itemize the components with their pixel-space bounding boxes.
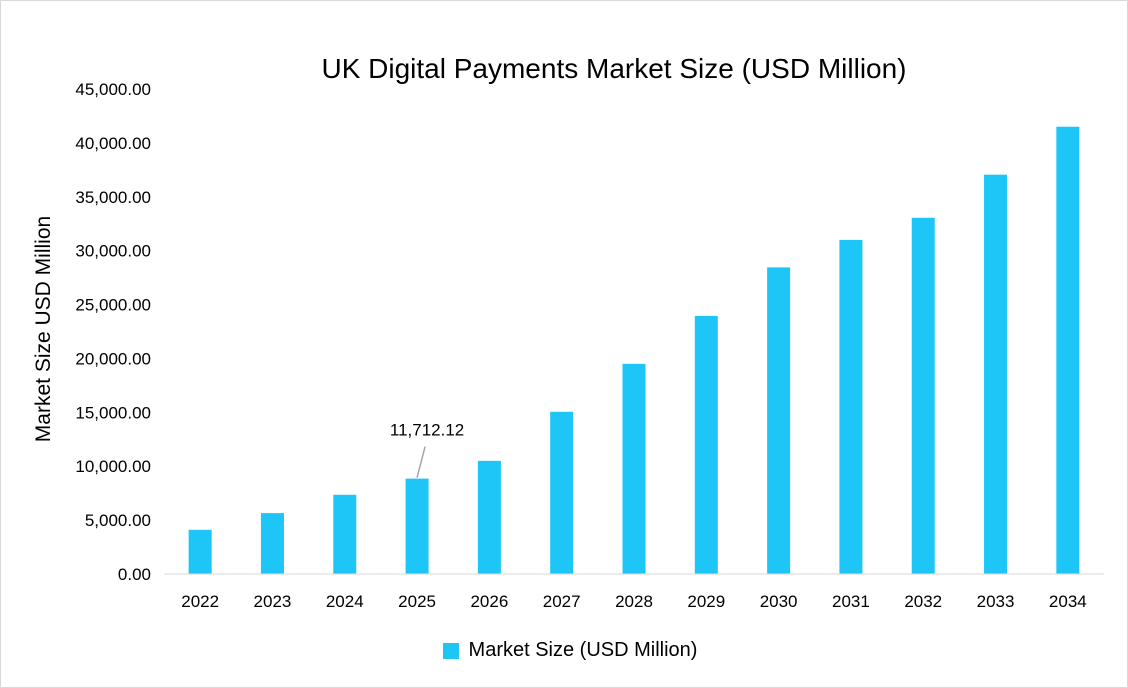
y-tick-label: 25,000.00 <box>75 296 151 315</box>
x-axis-ticks: 2022 2023 2024 2025 2026 2027 2028 2029 2030 2031… <box>181 592 1087 611</box>
x-tick-label: 2030 <box>760 592 798 611</box>
y-tick-label: 10,000.00 <box>75 457 151 476</box>
chart-title: UK Digital Payments Market Size (USD Mil… <box>321 53 907 84</box>
bar-2025 <box>405 478 429 574</box>
x-tick-label: 2023 <box>254 592 292 611</box>
y-axis-ticks: 0.00 5,000.00 10,000.00 15,000.00 20,000.00 2… <box>75 80 151 584</box>
x-tick-label: 2025 <box>398 592 436 611</box>
x-tick-label: 2032 <box>904 592 942 611</box>
x-tick-label: 2026 <box>470 592 508 611</box>
x-tick-label: 2022 <box>181 592 219 611</box>
legend: Market Size (USD Million) <box>7 639 1128 662</box>
annotations: 11,712.12 <box>390 421 464 478</box>
x-tick-label: 2033 <box>977 592 1015 611</box>
bars <box>188 126 1080 575</box>
y-tick-label: 20,000.00 <box>75 349 151 368</box>
bar-2030 <box>767 267 791 574</box>
bar-2023 <box>260 513 284 574</box>
x-tick-label: 2034 <box>1049 592 1087 611</box>
legend-label: Market Size (USD Million) <box>468 639 698 661</box>
y-tick-label: 30,000.00 <box>75 242 151 261</box>
x-tick-label: 2031 <box>832 592 870 611</box>
bar-2029 <box>694 315 718 574</box>
bar-2027 <box>550 411 574 574</box>
annotation-leader-line <box>416 446 426 478</box>
y-tick-label: 15,000.00 <box>75 403 151 422</box>
bar-2033 <box>984 174 1008 574</box>
x-tick-label: 2024 <box>326 592 364 611</box>
y-tick-label: 35,000.00 <box>75 188 151 207</box>
bar-2028 <box>622 363 646 574</box>
y-tick-label: 5,000.00 <box>85 511 151 530</box>
bar-2032 <box>911 217 935 575</box>
bar-2022 <box>188 529 212 574</box>
bar-2024 <box>333 494 357 574</box>
annotation-label: 11,712.12 <box>390 421 464 440</box>
bar-2031 <box>839 239 863 574</box>
bar-2026 <box>477 460 501 574</box>
y-tick-label: 0.00 <box>118 565 151 584</box>
y-tick-label: 40,000.00 <box>75 134 151 153</box>
legend-swatch <box>442 642 459 659</box>
x-tick-label: 2028 <box>615 592 653 611</box>
x-tick-label: 2029 <box>687 592 725 611</box>
bar-2034 <box>1056 126 1080 574</box>
y-tick-label: 45,000.00 <box>75 80 151 99</box>
x-tick-label: 2027 <box>543 592 581 611</box>
